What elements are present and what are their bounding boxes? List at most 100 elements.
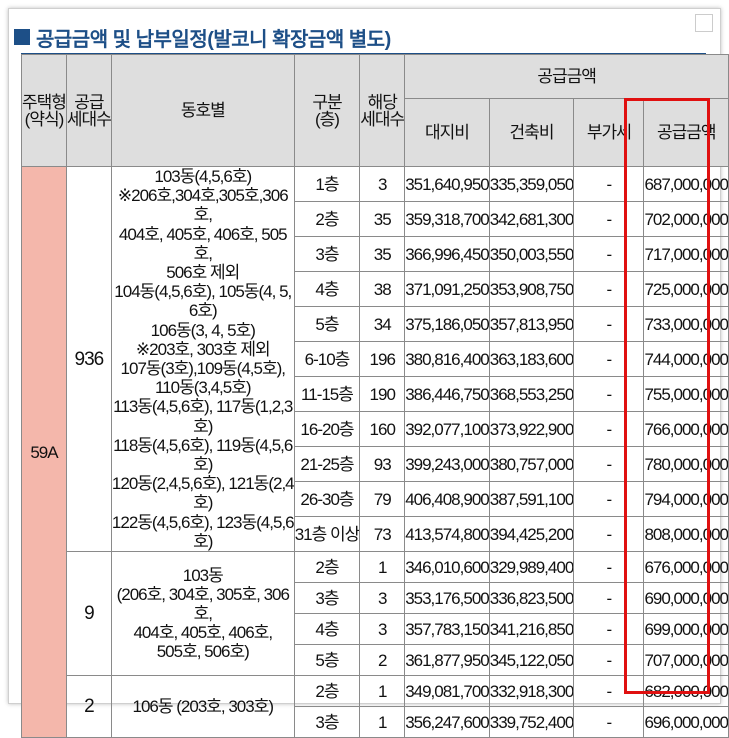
vat-cell: - bbox=[573, 306, 645, 342]
land-cell: 351,640,950 bbox=[404, 166, 490, 202]
land-cell: 346,010,600 bbox=[404, 551, 490, 584]
building-cell: 363,183,600 bbox=[488, 341, 575, 377]
land-cell: 353,176,500 bbox=[404, 582, 490, 615]
dong-line: 103동(4,5,6호) bbox=[154, 167, 252, 186]
floor-cell: 3층 bbox=[293, 706, 361, 738]
table-row: 6-10층 196 380,816,400 363,183,600-744,000,0… bbox=[22, 341, 729, 377]
dong-line: 505호, 506호) bbox=[156, 642, 250, 662]
building-cell: 332,918,300 bbox=[488, 675, 575, 708]
total-cell: 725,000,000 bbox=[643, 271, 729, 307]
table-body: 59A 936 103동(4,5,6호) ※206호,304호,305호,306호, 4… bbox=[21, 165, 729, 738]
units-cell: 2 bbox=[359, 644, 406, 677]
vat-cell: - bbox=[573, 481, 645, 517]
total-cell: 702,000,000 bbox=[643, 201, 729, 237]
building-cell: 353,908,750 bbox=[488, 271, 575, 307]
building-cell: 387,591,100 bbox=[488, 481, 575, 517]
floor-cell: 31층 이상 bbox=[293, 515, 361, 553]
units-cell: 190 bbox=[359, 376, 406, 412]
units-cell: 35 bbox=[359, 236, 406, 272]
building-cell: 373,922,900 bbox=[488, 411, 575, 447]
table-row: 21-25층 93 399,243,000 380,757,000-780,000,0… bbox=[22, 446, 729, 482]
dong-cell: 103동 (206호, 304호, 305호, 306호, 404호, 405호, … bbox=[110, 551, 295, 677]
vat-cell: - bbox=[573, 446, 645, 482]
total-cell: 717,000,000 bbox=[643, 236, 729, 272]
total-cell: 707,000,000 bbox=[643, 644, 729, 677]
land-cell: 375,186,050 bbox=[404, 306, 490, 342]
vat-cell: - bbox=[573, 515, 645, 553]
land-cell: 361,877,950 bbox=[404, 644, 490, 677]
table-row: 26-30층 79 406,408,900 387,591,100-794,000,0… bbox=[22, 481, 729, 517]
units-cell: 93 bbox=[359, 446, 406, 482]
dong-cell: 106동 (203호, 303호) bbox=[110, 675, 295, 738]
building-cell: 380,757,000 bbox=[488, 446, 575, 482]
type-cell: 59A bbox=[21, 165, 67, 738]
total-cell: 733,000,000 bbox=[643, 306, 729, 342]
dong-line: 113동(4,5,6호), 117동(1,2,3호) bbox=[113, 397, 293, 436]
vat-cell: - bbox=[573, 201, 645, 237]
total-cell: 687,000,000 bbox=[643, 166, 729, 202]
header-dong: 동호별 bbox=[110, 54, 295, 167]
building-cell: 339,752,400 bbox=[488, 706, 575, 738]
building-cell: 345,122,050 bbox=[488, 644, 575, 677]
dong-line: 103동 bbox=[182, 565, 224, 585]
dong-line: 404호, 405호, 406호, bbox=[133, 623, 273, 643]
land-cell: 392,077,100 bbox=[404, 411, 490, 447]
dong-line: 104동(4,5,6호), 105동(4, 5, 6호) bbox=[114, 282, 292, 321]
table-row: 3층 35 366,996,450 350,003,550-717,000,000 bbox=[22, 236, 729, 272]
total-cell: 696,000,000 bbox=[643, 706, 729, 738]
total-cell: 744,000,000 bbox=[643, 341, 729, 377]
dong-line: 120동(2,4,5,6호), 121동(2,4호) bbox=[111, 474, 294, 513]
units-cell: 1 bbox=[359, 551, 406, 584]
header-land: 대지비 bbox=[404, 98, 490, 167]
header-floor: 구분 (층) bbox=[293, 54, 361, 167]
floor-cell: 5층 bbox=[293, 306, 361, 342]
table-row: 4층 3 357,783,150 341,216,850-699,000,000 bbox=[22, 613, 729, 646]
building-cell: 368,553,250 bbox=[488, 376, 575, 412]
units-cell: 1 bbox=[359, 675, 406, 708]
header-supply-amount: 공급금액 bbox=[404, 54, 729, 99]
floor-cell: 2층 bbox=[293, 551, 361, 584]
units-cell: 38 bbox=[359, 271, 406, 307]
dong-line: (206호, 304호, 305호, 306호, bbox=[116, 584, 290, 623]
floor-cell: 4층 bbox=[293, 613, 361, 646]
land-cell: 386,446,750 bbox=[404, 376, 490, 412]
land-cell: 371,091,250 bbox=[404, 271, 490, 307]
building-cell: 329,989,400 bbox=[488, 551, 575, 584]
units-cell: 3 bbox=[359, 582, 406, 615]
land-cell: 349,081,700 bbox=[404, 675, 490, 708]
vat-cell: - bbox=[573, 582, 645, 615]
supply-price-table: 주택형 (약식) 공급 세대수 동호별 구분 (층) 해당 세대수 공급금액 대지비 건… bbox=[21, 54, 729, 738]
dong-cell: 103동(4,5,6호) ※206호,304호,305호,306호, 404호, 4… bbox=[110, 165, 295, 553]
total-cell: 682,000,000 bbox=[643, 675, 729, 708]
land-cell: 356,247,600 bbox=[404, 706, 490, 738]
vat-cell: - bbox=[573, 613, 645, 646]
floor-cell: 5층 bbox=[293, 644, 361, 677]
units-cell: 35 bbox=[359, 201, 406, 237]
dong-line: 122동(4,5,6호), 123동(4,5,6호) bbox=[111, 512, 294, 551]
building-cell: 341,216,850 bbox=[488, 613, 575, 646]
vat-cell: - bbox=[573, 271, 645, 307]
floor-cell: 11-15층 bbox=[293, 376, 361, 412]
dong-line: 106동 (203호, 303호) bbox=[132, 696, 275, 716]
total-cell: 755,000,000 bbox=[643, 376, 729, 412]
building-cell: 336,823,500 bbox=[488, 582, 575, 615]
land-cell: 366,996,450 bbox=[404, 236, 490, 272]
supply-units-cell: 936 bbox=[65, 165, 112, 553]
land-cell: 399,243,000 bbox=[404, 446, 490, 482]
table-row: 11-15층 190 386,446,750 368,553,250-755,000,… bbox=[22, 376, 729, 412]
header-total: 공급금액 bbox=[643, 98, 729, 167]
land-cell: 359,318,700 bbox=[404, 201, 490, 237]
building-cell: 335,359,050 bbox=[488, 166, 575, 202]
land-cell: 357,783,150 bbox=[404, 613, 490, 646]
units-cell: 79 bbox=[359, 481, 406, 517]
floor-cell: 21-25층 bbox=[293, 446, 361, 482]
floor-cell: 1층 bbox=[293, 166, 361, 202]
header-supply-units: 공급 세대수 bbox=[65, 54, 112, 167]
floor-cell: 3층 bbox=[293, 236, 361, 272]
building-cell: 350,003,550 bbox=[488, 236, 575, 272]
header-applicable-units: 해당 세대수 bbox=[359, 54, 406, 167]
vat-cell: - bbox=[573, 236, 645, 272]
units-cell: 196 bbox=[359, 341, 406, 377]
supply-units-cell: 9 bbox=[65, 551, 112, 677]
building-cell: 394,425,200 bbox=[488, 515, 575, 553]
